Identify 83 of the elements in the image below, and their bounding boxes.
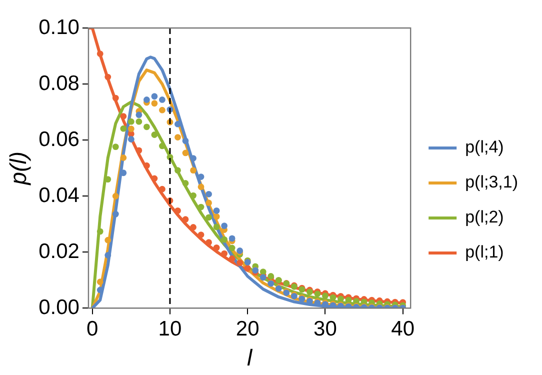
y-axis-title: p(l) (5, 151, 32, 186)
x-tick-label: 30 (314, 318, 337, 341)
point (228, 244, 236, 252)
point (206, 214, 212, 221)
point (182, 180, 189, 186)
point (314, 290, 321, 298)
point (198, 174, 204, 180)
legend-label: p(l;2) (465, 208, 504, 227)
point (128, 126, 134, 132)
point (128, 118, 134, 125)
point (136, 112, 142, 118)
point (128, 136, 134, 142)
y-tick-label: 0.02 (38, 240, 80, 263)
point (244, 264, 251, 272)
point (151, 100, 158, 107)
point (198, 184, 204, 190)
point (198, 204, 204, 210)
point (213, 224, 220, 230)
point (221, 250, 228, 257)
point (190, 192, 196, 199)
point (213, 207, 220, 214)
point (104, 252, 112, 258)
point (174, 167, 181, 174)
point (143, 96, 150, 103)
point (120, 154, 127, 161)
point (143, 162, 150, 169)
x-tick-label: 0 (86, 318, 98, 341)
point (96, 228, 104, 235)
point (96, 278, 104, 286)
x-tick-label: 40 (391, 318, 415, 341)
point (182, 216, 189, 223)
point (206, 200, 212, 206)
point (96, 50, 104, 57)
point (174, 120, 181, 128)
point (120, 125, 127, 132)
legend-label: p(l;1) (465, 242, 504, 262)
point (159, 186, 166, 192)
point (330, 294, 336, 301)
point (221, 222, 228, 230)
y-tick-label: 0.08 (38, 72, 80, 95)
point (143, 124, 150, 130)
y-tick-label: 0.00 (38, 296, 80, 319)
point (228, 235, 236, 242)
point (260, 268, 266, 275)
legend-label: p(l;3,1) (465, 172, 518, 192)
y-tick-label: 0.04 (38, 184, 80, 207)
point (136, 118, 142, 125)
point (198, 232, 204, 238)
point (221, 236, 228, 243)
point (190, 155, 196, 162)
point (338, 296, 344, 302)
point (206, 190, 212, 198)
point (151, 132, 158, 138)
point (104, 74, 112, 80)
x-tick-label: 10 (158, 318, 182, 341)
point (213, 244, 220, 251)
point (120, 113, 127, 120)
point (322, 292, 328, 300)
point (112, 144, 119, 150)
x-tick-label: 20 (236, 318, 260, 341)
legend-label: p(l;4) (465, 138, 504, 157)
point (190, 224, 196, 230)
point (190, 167, 196, 174)
y-tick-label: 0.10 (38, 16, 80, 39)
point (104, 236, 112, 244)
point (228, 255, 236, 262)
point (151, 93, 158, 100)
point (112, 94, 119, 102)
point (213, 213, 220, 220)
point (182, 138, 189, 144)
point (236, 260, 244, 266)
point (159, 142, 166, 150)
point (174, 207, 181, 214)
point (112, 210, 119, 218)
point (206, 239, 212, 246)
point (182, 150, 189, 156)
point (159, 96, 166, 103)
point (174, 134, 181, 140)
point (159, 106, 166, 114)
point (136, 147, 142, 154)
point (112, 192, 119, 200)
y-tick-label: 0.06 (38, 128, 80, 151)
x-axis-title: l (246, 344, 253, 371)
